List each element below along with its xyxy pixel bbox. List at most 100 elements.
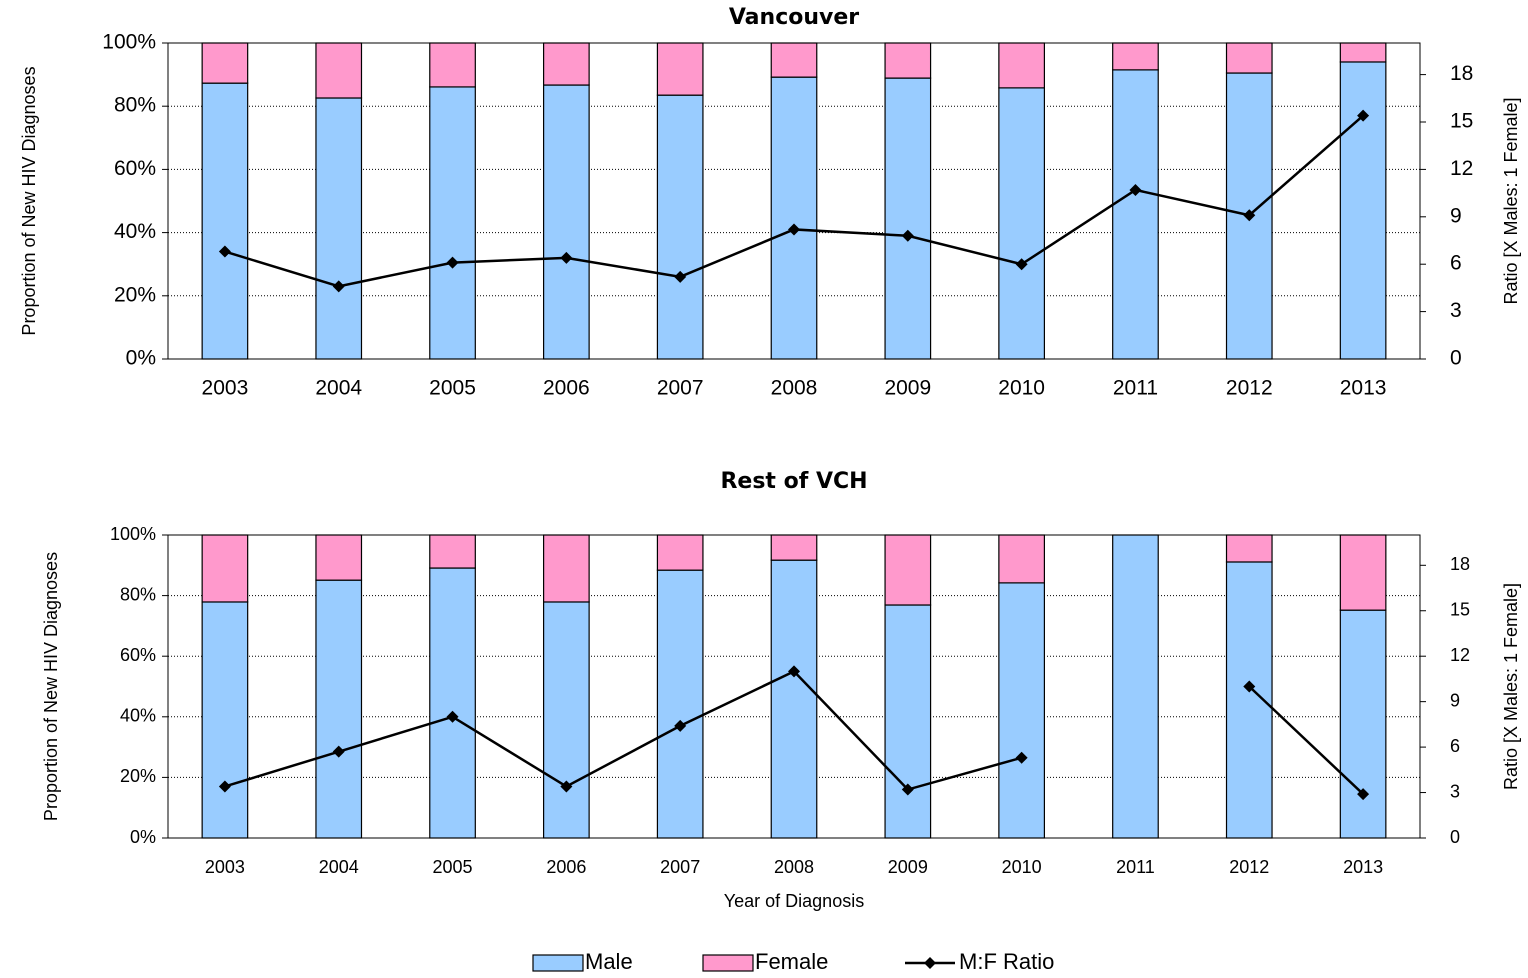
x-tick-label: 2005 — [429, 377, 476, 400]
chart-title: Vancouver — [729, 5, 859, 30]
bar-segment — [315, 534, 363, 581]
bar-segment — [884, 77, 932, 360]
x-tick-label: 2006 — [543, 377, 590, 400]
ratio-marker — [218, 245, 231, 258]
chart-title: Rest of VCH — [720, 469, 867, 494]
y2-axis-label: Ratio [X Males: 1 Female] — [1501, 583, 1521, 790]
x-tick-label: 2004 — [319, 857, 359, 877]
ratio-marker — [901, 783, 914, 796]
legend-label: M:F Ratio — [959, 949, 1054, 974]
bar-segment — [998, 534, 1046, 584]
bar-segment — [429, 567, 476, 839]
ratio-marker — [901, 229, 914, 242]
bar-segment — [884, 604, 932, 839]
legend-swatch — [702, 954, 754, 972]
bar-segment — [884, 42, 932, 79]
bar-segment — [1112, 69, 1159, 360]
ratio-marker — [674, 719, 687, 732]
plot-border — [167, 534, 1421, 839]
y2-tick-label: 0 — [1450, 347, 1462, 370]
bar-segment — [201, 42, 249, 84]
y-tick-label: 20% — [114, 283, 156, 306]
x-tick-label: 2003 — [202, 377, 249, 400]
x-tick-label: 2008 — [774, 857, 814, 877]
bar-segment — [1225, 42, 1273, 74]
y2-tick-label: 12 — [1450, 157, 1473, 180]
ratio-marker — [1015, 258, 1028, 271]
y2-tick-label: 15 — [1450, 110, 1473, 133]
bar-segment — [1112, 42, 1159, 71]
y2-tick-label: 3 — [1450, 299, 1462, 322]
ratio-marker — [446, 710, 459, 723]
y-tick-label: 60% — [120, 645, 156, 665]
ratio-marker — [446, 256, 459, 269]
y-tick-label: 80% — [114, 94, 156, 117]
bar-segment — [429, 86, 476, 360]
y2-tick-label: 9 — [1450, 204, 1462, 227]
bar-segment — [429, 534, 476, 569]
y2-tick-label: 18 — [1450, 62, 1473, 85]
ratio-marker — [218, 780, 231, 793]
ratio-marker — [560, 780, 573, 793]
bar-segment — [315, 579, 363, 839]
x-axis-label: Year of Diagnosis — [724, 891, 864, 911]
x-tick-label: 2013 — [1343, 857, 1383, 877]
ratio-marker — [1015, 751, 1028, 764]
ratio-marker — [1129, 183, 1142, 196]
y-tick-label: 40% — [114, 220, 156, 243]
y2-tick-label: 3 — [1450, 781, 1460, 801]
bar-segment — [1339, 42, 1387, 63]
y2-tick-label: 18 — [1450, 554, 1470, 574]
x-tick-label: 2010 — [1002, 857, 1042, 877]
bar-segment — [770, 42, 818, 78]
bar-segment — [884, 534, 932, 606]
y-tick-label: 60% — [114, 157, 156, 180]
y2-tick-label: 0 — [1450, 827, 1460, 847]
ratio-marker — [332, 280, 345, 293]
x-tick-label: 2009 — [888, 857, 928, 877]
bar-segment — [1112, 534, 1159, 839]
bar-segment — [315, 97, 363, 360]
y-tick-label: 100% — [102, 31, 156, 54]
bar-segment — [770, 534, 818, 561]
bar-segment — [770, 76, 818, 360]
y-tick-label: 0% — [130, 827, 156, 847]
y2-axis-label: Ratio [X Males: 1 Female] — [1501, 97, 1521, 304]
bar-segment — [542, 534, 590, 603]
x-tick-label: 2006 — [546, 857, 586, 877]
ratio-line — [224, 669, 1364, 795]
bar-segment — [429, 42, 476, 88]
bar-segment — [201, 534, 249, 603]
y-axis-label: Proportion of New HIV Diagnoses — [19, 66, 39, 335]
y-tick-label: 20% — [120, 766, 156, 786]
x-tick-label: 2004 — [315, 377, 362, 400]
y2-tick-label: 6 — [1450, 736, 1460, 756]
y-tick-label: 100% — [110, 524, 156, 544]
plot-border — [167, 42, 1421, 360]
x-tick-label: 2013 — [1340, 377, 1387, 400]
bar-segment — [201, 601, 249, 839]
legend-label: Female — [755, 949, 828, 974]
bar-segment — [542, 84, 590, 360]
ratio-marker — [1243, 680, 1256, 693]
legend-label: Male — [585, 949, 633, 974]
bar-segment — [656, 94, 704, 360]
bar-segment — [656, 42, 704, 96]
y2-tick-label: 15 — [1450, 600, 1470, 620]
x-tick-label: 2011 — [1113, 377, 1158, 400]
bar-segment — [656, 569, 704, 839]
y-tick-label: 40% — [120, 706, 156, 726]
bar-segment — [998, 582, 1046, 839]
bar-segment — [656, 534, 704, 571]
bar-segment — [542, 42, 590, 86]
ratio-marker — [332, 745, 345, 758]
y2-tick-label: 12 — [1450, 645, 1470, 665]
bar-segment — [998, 42, 1046, 89]
bar-segment — [770, 559, 818, 839]
bar-segment — [1339, 61, 1387, 360]
y-tick-label: 80% — [120, 584, 156, 604]
x-tick-label: 2011 — [1116, 857, 1155, 877]
x-tick-label: 2012 — [1229, 857, 1269, 877]
ratio-marker — [1243, 209, 1256, 222]
ratio-marker — [674, 270, 687, 283]
